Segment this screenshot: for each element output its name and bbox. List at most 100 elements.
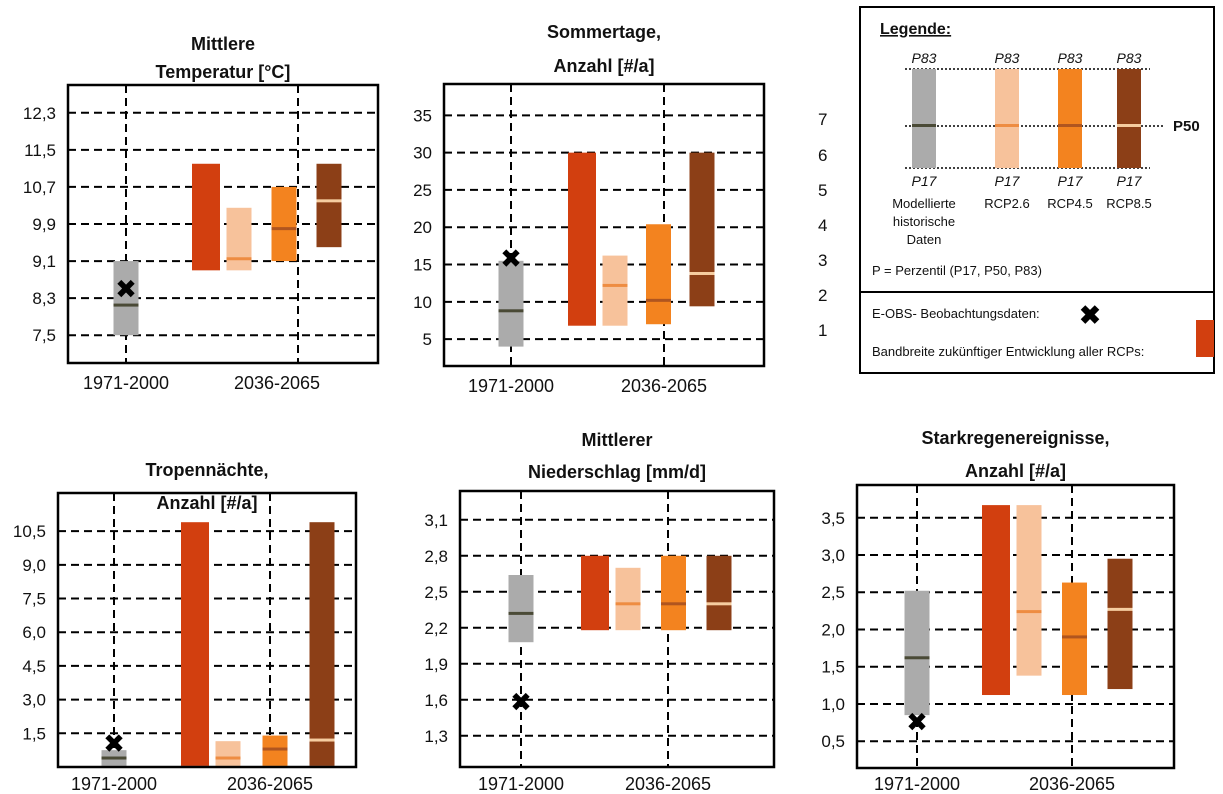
rcp45-box (1062, 582, 1087, 696)
rcp85-box (309, 522, 335, 766)
rcp85-box (1107, 558, 1133, 690)
observation-marker: ✖ (500, 245, 522, 275)
legend-p83-label: P83 (912, 50, 937, 66)
legend-obs-marker: ✖ (1079, 300, 1101, 330)
legend-p17-label: P17 (1117, 173, 1143, 189)
y-tick-label: 2,8 (424, 547, 448, 566)
y-tick-label: 2,5 (424, 583, 448, 602)
x-axis-label: 2036-2065 (621, 376, 707, 396)
legend-rcp-label: RCP4.5 (1047, 196, 1093, 211)
plot-frame (442, 82, 766, 368)
rcp26-median (602, 283, 628, 287)
y-tick-label: 3,0 (22, 691, 46, 710)
chart-panel: Sommertage, Anzahl [#/a] 35 30 25 20 15 10 5 ✖ 197… (413, 22, 766, 396)
partial-axis: 7 6 5 4 3 2 1 (818, 110, 827, 340)
y-tick-label: 3,1 (424, 511, 448, 530)
rcp45-box (661, 555, 686, 631)
chart-title: Anzahl [#/a] (156, 493, 257, 513)
rcp26-box (1016, 505, 1042, 676)
legend-p83-label: P83 (1058, 50, 1083, 66)
x-axis-label: 1971-2000 (83, 373, 169, 393)
y-tick-label: 0,5 (821, 732, 845, 751)
chart-panel: Tropennächte, Anzahl [#/a] 10,5 9,0 7,5 6,0 4,… (13, 460, 358, 794)
chart-title: Mittlerer (581, 430, 652, 450)
rcp26-box (226, 207, 252, 271)
x-axis-label: 2036-2065 (1029, 774, 1115, 794)
rcp45-median (271, 227, 297, 231)
legend-hist-label: Modellierte (892, 196, 956, 211)
rcp85-box (316, 163, 342, 248)
range-all-rcps-bar (982, 505, 1010, 696)
legend-rcp26-median (995, 124, 1019, 127)
observation-marker: ✖ (906, 708, 928, 738)
observation-marker: ✖ (103, 729, 125, 759)
y-tick-label: 30 (413, 144, 432, 163)
legend-hist-median (912, 124, 936, 127)
rcp26-box (602, 255, 628, 326)
y-tick-label: 7,5 (32, 326, 56, 345)
partial-axis-tick: 5 (818, 181, 827, 200)
historical-median (508, 611, 534, 615)
y-tick-label: 8,3 (32, 289, 56, 308)
range-all-rcps-bar (181, 522, 209, 766)
chart-title: Anzahl [#/a] (553, 56, 654, 76)
rcp85-median (316, 199, 342, 203)
x-axis-label: 1971-2000 (478, 774, 564, 794)
range-all-rcps-bar (568, 152, 596, 326)
y-tick-label: 1,5 (821, 658, 845, 677)
partial-axis-tick: 4 (818, 216, 827, 235)
y-tick-label: 12,3 (23, 104, 56, 123)
legend-rcp45-median (1058, 124, 1082, 127)
y-tick-label: 9,9 (32, 215, 56, 234)
x-axis-label: 2036-2065 (234, 373, 320, 393)
partial-axis-tick: 7 (818, 110, 827, 129)
y-tick-label: 3,0 (821, 546, 845, 565)
legend-perzentil-note: P = Perzentil (P17, P50, P83) (872, 263, 1042, 278)
chart-title: Temperatur [°C] (156, 62, 291, 82)
legend-obs-text: E-OBS- Beobachtungsdaten: (872, 306, 1040, 321)
legend-hist-label: historische (893, 214, 955, 229)
legend-range-swatch (1196, 320, 1214, 357)
rcp45-median (661, 602, 686, 606)
y-tick-label: 1,3 (424, 727, 448, 746)
chart-title: Anzahl [#/a] (965, 461, 1066, 481)
legend-rcp-label: RCP2.6 (984, 196, 1030, 211)
rcp26-box (615, 567, 641, 631)
y-tick-label: 10,5 (13, 522, 46, 541)
legend: Legende: P83 P83 P83 P83 P17 P17 P17 P17… (859, 6, 1215, 374)
historical-box (498, 260, 524, 347)
rcp45-median (646, 298, 671, 302)
y-tick-label: 2,2 (424, 619, 448, 638)
chart-panel: Mittlerer Niederschlag [mm/d] 3,1 2,8 2,5 2,2… (424, 430, 776, 794)
legend-title: Legende: (880, 21, 951, 38)
historical-box (508, 575, 534, 643)
chart-title: Starkregenereignisse, (921, 428, 1109, 448)
y-tick-label: 3,5 (821, 509, 845, 528)
rcp85-median (706, 602, 732, 606)
y-tick-label: 15 (413, 256, 432, 275)
y-tick-label: 10 (413, 293, 432, 312)
historical-median (498, 309, 524, 313)
legend-p83-label: P83 (995, 50, 1020, 66)
legend-p83-label: P83 (1117, 50, 1142, 66)
x-axis-label: 1971-2000 (468, 376, 554, 396)
legend-rcp85-box (1117, 69, 1141, 168)
x-axis-label: 1971-2000 (874, 774, 960, 794)
chart-panel: Starkregenereignisse, Anzahl [#/a] 3,5 3,0 2… (821, 428, 1176, 794)
y-tick-label: 7,5 (22, 590, 46, 609)
historical-median (101, 756, 127, 760)
partial-axis-tick: 3 (818, 251, 827, 270)
legend-range-text: Bandbreite zukünftiger Entwicklung aller… (872, 344, 1144, 359)
partial-axis-tick: 6 (818, 146, 827, 165)
historical-box (113, 261, 139, 336)
rcp85-median (1107, 607, 1133, 611)
rcp45-box (646, 224, 671, 325)
x-axis-label: 2036-2065 (625, 774, 711, 794)
legend-p17-label: P17 (1058, 173, 1084, 189)
rcp45-box (271, 186, 297, 262)
rcp26-median (226, 257, 252, 261)
range-all-rcps-bar (192, 163, 220, 271)
y-tick-label: 1,6 (424, 691, 448, 710)
legend-p17-label: P17 (912, 173, 938, 189)
